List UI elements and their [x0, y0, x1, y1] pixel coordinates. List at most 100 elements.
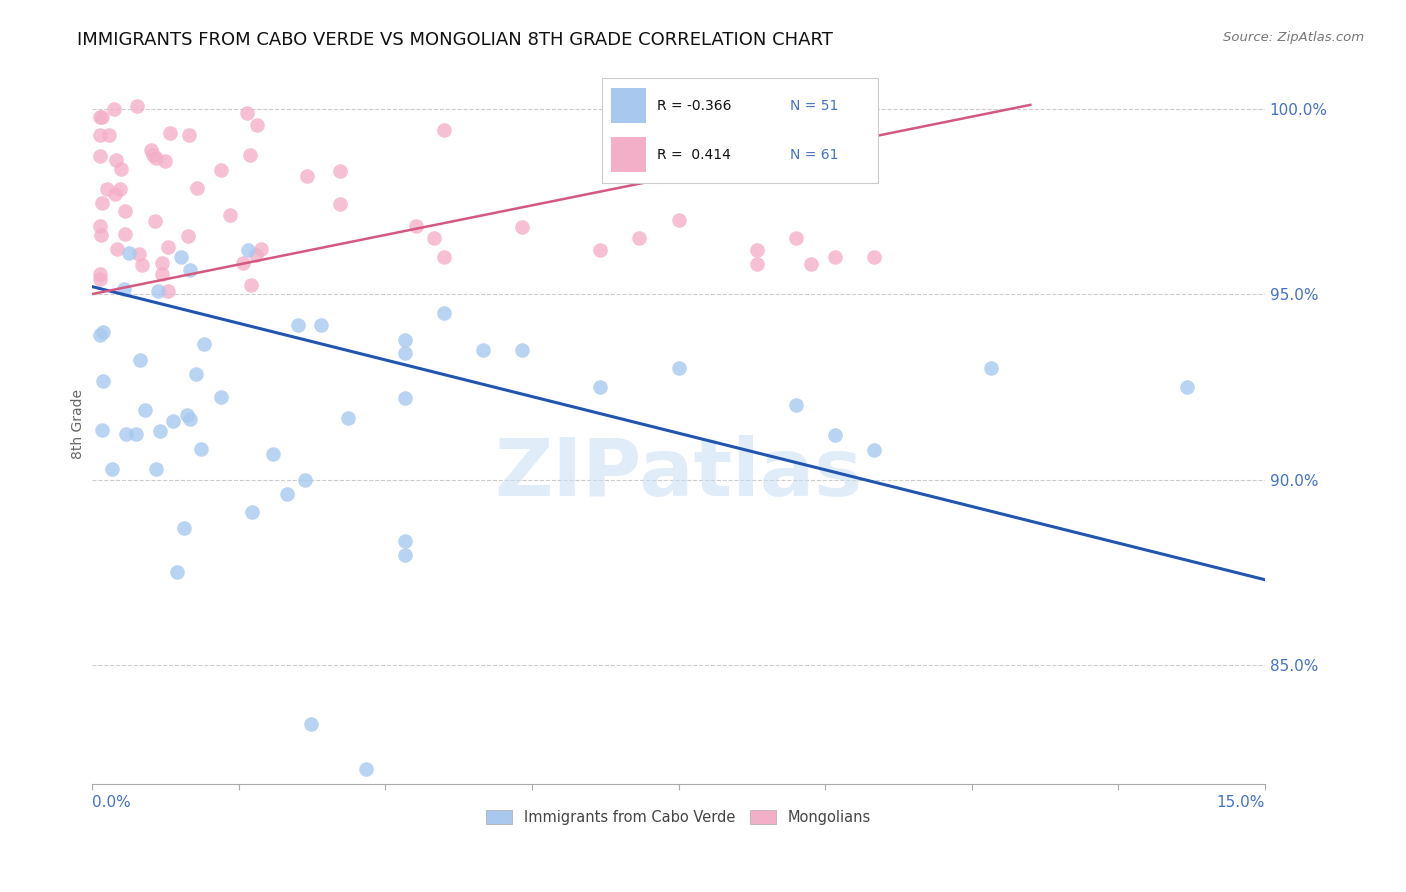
Point	[980, 361, 1002, 376]
Point	[337, 410, 360, 425]
Point	[179, 262, 201, 277]
Point	[245, 248, 267, 262]
Point	[89, 267, 111, 281]
Point	[863, 442, 886, 457]
Point	[105, 242, 128, 256]
Point	[785, 398, 807, 412]
Point	[433, 305, 456, 319]
Point	[745, 243, 768, 257]
Point	[668, 361, 690, 376]
Point	[166, 565, 188, 579]
Point	[89, 111, 111, 125]
Point	[240, 505, 263, 519]
Point	[824, 428, 846, 442]
Point	[89, 272, 111, 286]
Point	[394, 534, 416, 549]
Text: ZIPatlas: ZIPatlas	[495, 435, 863, 513]
Point	[90, 423, 112, 437]
Point	[287, 318, 309, 332]
Point	[250, 242, 273, 256]
Text: 0.0%: 0.0%	[93, 795, 131, 810]
Point	[589, 380, 612, 394]
Point	[114, 203, 136, 218]
Point	[162, 414, 184, 428]
Point	[89, 219, 111, 233]
Point	[394, 548, 416, 562]
Point	[93, 374, 115, 388]
Point	[628, 231, 651, 245]
Point	[423, 230, 446, 244]
Point	[186, 181, 208, 195]
Point	[159, 126, 181, 140]
Point	[118, 246, 141, 260]
Point	[329, 197, 352, 211]
Point	[156, 284, 179, 298]
Point	[139, 144, 162, 158]
Point	[179, 412, 201, 426]
Point	[96, 182, 118, 196]
Point	[145, 462, 167, 476]
Point	[863, 250, 886, 264]
Point	[239, 148, 262, 162]
Point	[354, 762, 377, 776]
Point	[89, 128, 111, 143]
Point	[177, 229, 200, 244]
Point	[246, 118, 269, 132]
Point	[276, 487, 298, 501]
Text: Source: ZipAtlas.com: Source: ZipAtlas.com	[1223, 31, 1364, 45]
Point	[91, 325, 114, 339]
Text: 15.0%: 15.0%	[1216, 795, 1265, 810]
Point	[89, 328, 111, 343]
Point	[589, 243, 612, 257]
Point	[510, 220, 533, 235]
Point	[394, 346, 416, 360]
Point	[510, 343, 533, 357]
Point	[90, 196, 112, 211]
Point	[173, 521, 195, 535]
Point	[785, 231, 807, 245]
Point	[110, 161, 132, 176]
Point	[433, 123, 456, 137]
Legend: Immigrants from Cabo Verde, Mongolians: Immigrants from Cabo Verde, Mongolians	[481, 804, 877, 830]
Point	[668, 212, 690, 227]
Point	[125, 98, 148, 112]
Point	[472, 343, 495, 357]
Point	[129, 353, 152, 368]
Point	[145, 151, 167, 165]
Point	[155, 153, 177, 168]
Point	[101, 462, 124, 476]
Point	[89, 149, 111, 163]
Point	[824, 250, 846, 264]
Point	[128, 247, 150, 261]
Point	[311, 318, 333, 332]
Point	[209, 163, 232, 178]
Point	[262, 447, 284, 461]
Point	[179, 128, 201, 142]
Point	[156, 240, 179, 254]
Point	[134, 403, 156, 417]
Point	[176, 408, 198, 422]
Point	[236, 243, 259, 257]
Point	[394, 391, 416, 405]
Point	[98, 128, 121, 142]
Point	[146, 285, 169, 299]
Point	[232, 255, 254, 269]
Point	[295, 169, 318, 183]
Point	[800, 257, 823, 271]
Point	[104, 153, 127, 168]
Point	[236, 106, 259, 120]
Point	[114, 282, 136, 296]
Y-axis label: 8th Grade: 8th Grade	[72, 389, 86, 458]
Point	[405, 219, 427, 233]
Point	[219, 208, 242, 222]
Point	[125, 427, 148, 442]
Point	[299, 717, 322, 731]
Point	[240, 277, 263, 292]
Point	[142, 148, 165, 162]
Point	[115, 426, 138, 441]
Point	[108, 182, 131, 196]
Point	[150, 267, 173, 281]
Point	[394, 333, 416, 347]
Point	[329, 164, 352, 178]
Point	[209, 390, 232, 404]
